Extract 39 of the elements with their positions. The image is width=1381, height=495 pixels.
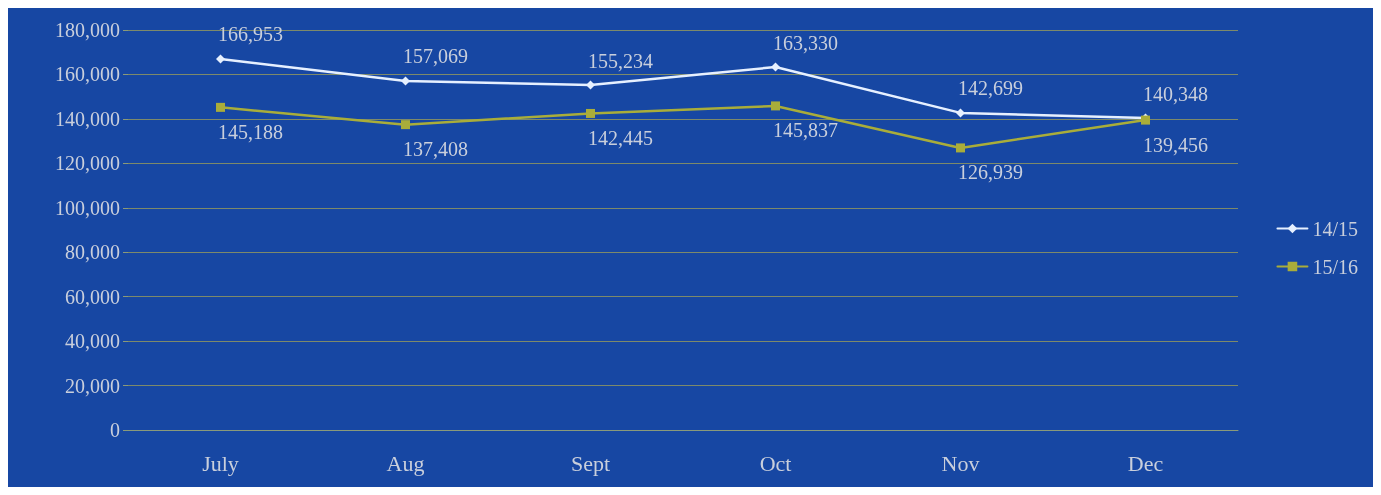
- point: [216, 102, 225, 112]
- x-tick-label: Aug: [386, 450, 425, 476]
- data-label: 140,348: [1143, 82, 1208, 105]
- data-label: 142,699: [958, 77, 1023, 100]
- y-tick-label: 140,000: [55, 107, 120, 130]
- data-label: 163,330: [773, 31, 838, 54]
- x-tick-label: Nov: [941, 450, 980, 476]
- y-tick-label: 40,000: [65, 330, 120, 353]
- data-label: 126,939: [958, 161, 1023, 184]
- data-label: 157,069: [403, 45, 468, 68]
- point: [401, 76, 410, 86]
- y-tick-label: 20,000: [65, 374, 120, 397]
- x-tick-label: Dec: [1127, 450, 1164, 476]
- y-tick-label: 120,000: [55, 152, 120, 175]
- x-tick-label: Sept: [570, 450, 611, 476]
- data-label: 155,234: [588, 49, 653, 72]
- point: [586, 80, 595, 90]
- data-label: 145,188: [218, 120, 283, 143]
- point: [771, 62, 780, 72]
- point: [956, 143, 965, 153]
- point: [771, 101, 780, 111]
- legend-label: 14/15: [1312, 217, 1359, 240]
- y-tick-label: 160,000: [55, 63, 120, 86]
- legend-label: 15/16: [1312, 255, 1359, 278]
- data-label: 142,445: [588, 126, 653, 149]
- point: [401, 120, 410, 130]
- data-label: 137,408: [403, 138, 468, 161]
- point: [956, 108, 965, 118]
- y-tick-label: 180,000: [55, 19, 120, 41]
- x-tick-label: July: [202, 450, 239, 476]
- point: [586, 108, 595, 118]
- data-label: 145,837: [773, 119, 838, 142]
- x-tick-label: Oct: [759, 450, 792, 476]
- y-tick-label: 80,000: [65, 241, 120, 264]
- point: [216, 54, 225, 64]
- data-label: 139,456: [1143, 133, 1208, 156]
- y-tick-label: 60,000: [65, 285, 120, 308]
- y-tick-label: 0: [110, 419, 120, 441]
- y-tick-label: 100,000: [55, 196, 120, 219]
